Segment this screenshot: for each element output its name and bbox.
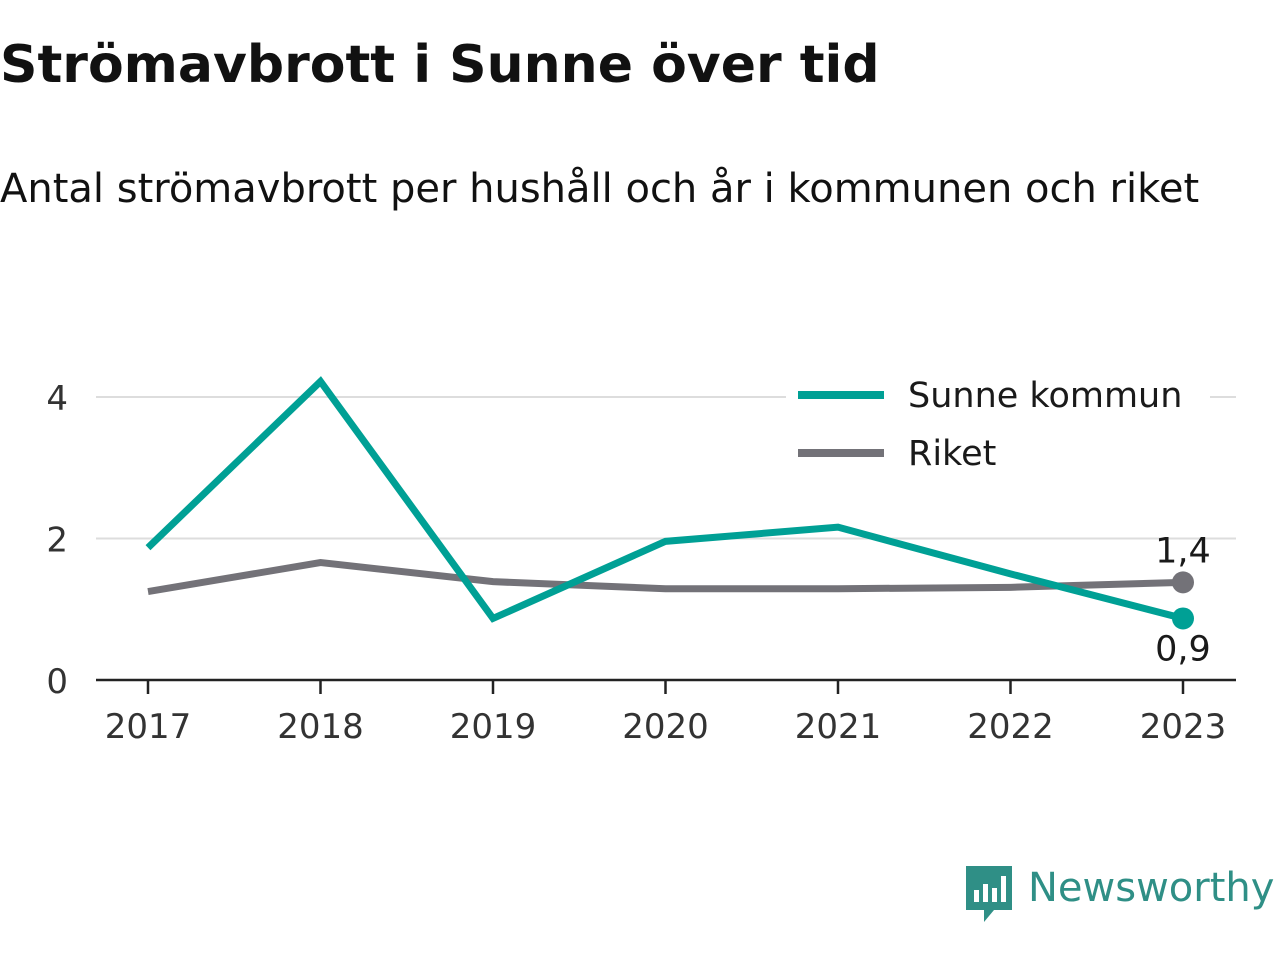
x-tick-label: 2017 [105,707,192,747]
x-tick-label: 2023 [1140,707,1227,747]
x-axis: 2017 2018 2019 2020 2021 2022 2023 [96,678,1236,747]
chart-subtitle: Antal strömavbrott per hushåll och år i … [0,166,1200,212]
series-line-riket [147,559,1184,596]
legend-label: Sunne kommun [908,376,1182,416]
y-tick-label: 4 [46,379,68,419]
x-tick-label: 2021 [795,707,882,747]
chart-title: Strömavbrott i Sunne över tid [0,35,880,95]
series-lines [145,376,1194,630]
grid-lines [96,396,1236,540]
end-label-riket: 1,4 [1155,531,1211,571]
x-tick-label: 2018 [277,707,364,747]
legend-label: Riket [908,434,996,474]
series-line-sunne-kommun [145,376,1184,623]
brand-name: Newsworthy [1028,865,1275,911]
x-tick-label: 2019 [450,707,537,747]
legend: Sunne kommun Riket [786,362,1210,474]
y-tick-label: 0 [46,662,68,702]
newsworthy-logo: Newsworthy [962,862,1274,926]
end-point-riket [1172,571,1194,594]
end-labels: 1,4 0,9 [1155,531,1211,669]
legend-background [786,362,1210,414]
y-tick-label: 2 [46,521,68,561]
x-tick-label: 2020 [622,707,709,747]
y-tick-labels: 0 2 4 [46,379,68,702]
end-point-sunne-kommun [1172,607,1194,630]
newsworthy-chart-icon [966,866,1012,922]
x-tick-label: 2022 [967,707,1054,747]
end-label-sunne: 0,9 [1155,629,1211,669]
